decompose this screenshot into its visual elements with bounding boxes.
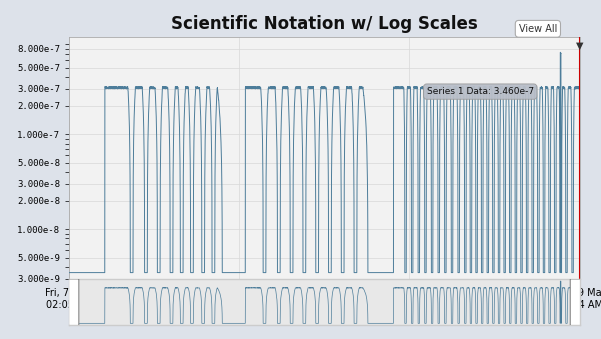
FancyBboxPatch shape	[69, 279, 79, 325]
FancyBboxPatch shape	[570, 279, 581, 325]
Text: ▼: ▼	[576, 40, 584, 51]
Title: Scientific Notation w/ Log Scales: Scientific Notation w/ Log Scales	[171, 15, 478, 33]
Text: View All: View All	[519, 24, 557, 34]
Text: Series 1 Data: 3.460e-7: Series 1 Data: 3.460e-7	[427, 87, 534, 96]
